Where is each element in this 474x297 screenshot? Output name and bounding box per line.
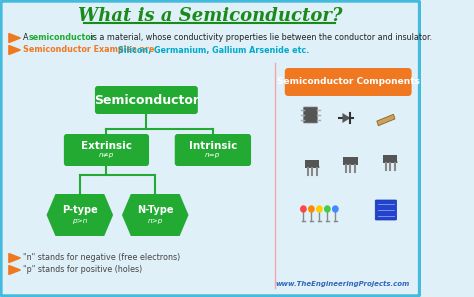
FancyBboxPatch shape — [1, 1, 419, 296]
Wedge shape — [305, 160, 319, 168]
Wedge shape — [343, 157, 357, 165]
FancyBboxPatch shape — [377, 114, 395, 126]
Circle shape — [301, 206, 306, 212]
Text: Silicon, Germanium, Gallium Arsenide etc.: Silicon, Germanium, Gallium Arsenide etc… — [118, 45, 309, 55]
Polygon shape — [9, 254, 20, 263]
Text: n≠p: n≠p — [99, 152, 114, 158]
Text: P-type: P-type — [62, 205, 98, 215]
Polygon shape — [9, 34, 20, 42]
FancyBboxPatch shape — [383, 155, 397, 163]
Circle shape — [325, 206, 330, 212]
Text: Semiconductor Components: Semiconductor Components — [277, 78, 419, 86]
Text: A: A — [23, 34, 31, 42]
FancyBboxPatch shape — [95, 86, 198, 114]
Wedge shape — [383, 155, 397, 163]
Text: semiconductor: semiconductor — [28, 34, 95, 42]
Text: What is a Semiconductor?: What is a Semiconductor? — [78, 7, 342, 25]
Text: Semiconductor Examples are:: Semiconductor Examples are: — [23, 45, 160, 55]
Text: p>n: p>n — [72, 218, 88, 224]
Text: "p" stands for positive (holes): "p" stands for positive (holes) — [23, 266, 142, 274]
FancyBboxPatch shape — [64, 134, 149, 166]
Text: www.TheEngineeringProjects.com: www.TheEngineeringProjects.com — [275, 281, 410, 287]
FancyBboxPatch shape — [175, 134, 251, 166]
Text: Intrinsic: Intrinsic — [189, 141, 237, 151]
FancyBboxPatch shape — [303, 107, 318, 123]
FancyBboxPatch shape — [375, 200, 397, 220]
FancyBboxPatch shape — [285, 68, 411, 96]
Text: is a material, whose conductivity properties lie between the conductor and insul: is a material, whose conductivity proper… — [88, 34, 432, 42]
Text: Semiconductor: Semiconductor — [94, 94, 199, 107]
Polygon shape — [342, 113, 350, 123]
Polygon shape — [46, 194, 113, 236]
Text: n>p: n>p — [147, 218, 163, 224]
Text: N-Type: N-Type — [137, 205, 173, 215]
FancyBboxPatch shape — [305, 160, 319, 168]
Circle shape — [317, 206, 322, 212]
Polygon shape — [9, 45, 20, 55]
Polygon shape — [9, 266, 20, 274]
Text: Extrinsic: Extrinsic — [81, 141, 132, 151]
FancyBboxPatch shape — [343, 157, 357, 165]
Circle shape — [333, 206, 338, 212]
Text: "n" stands for negative (free electrons): "n" stands for negative (free electrons) — [23, 254, 180, 263]
Polygon shape — [122, 194, 189, 236]
Circle shape — [309, 206, 314, 212]
Text: n=p: n=p — [205, 152, 220, 158]
